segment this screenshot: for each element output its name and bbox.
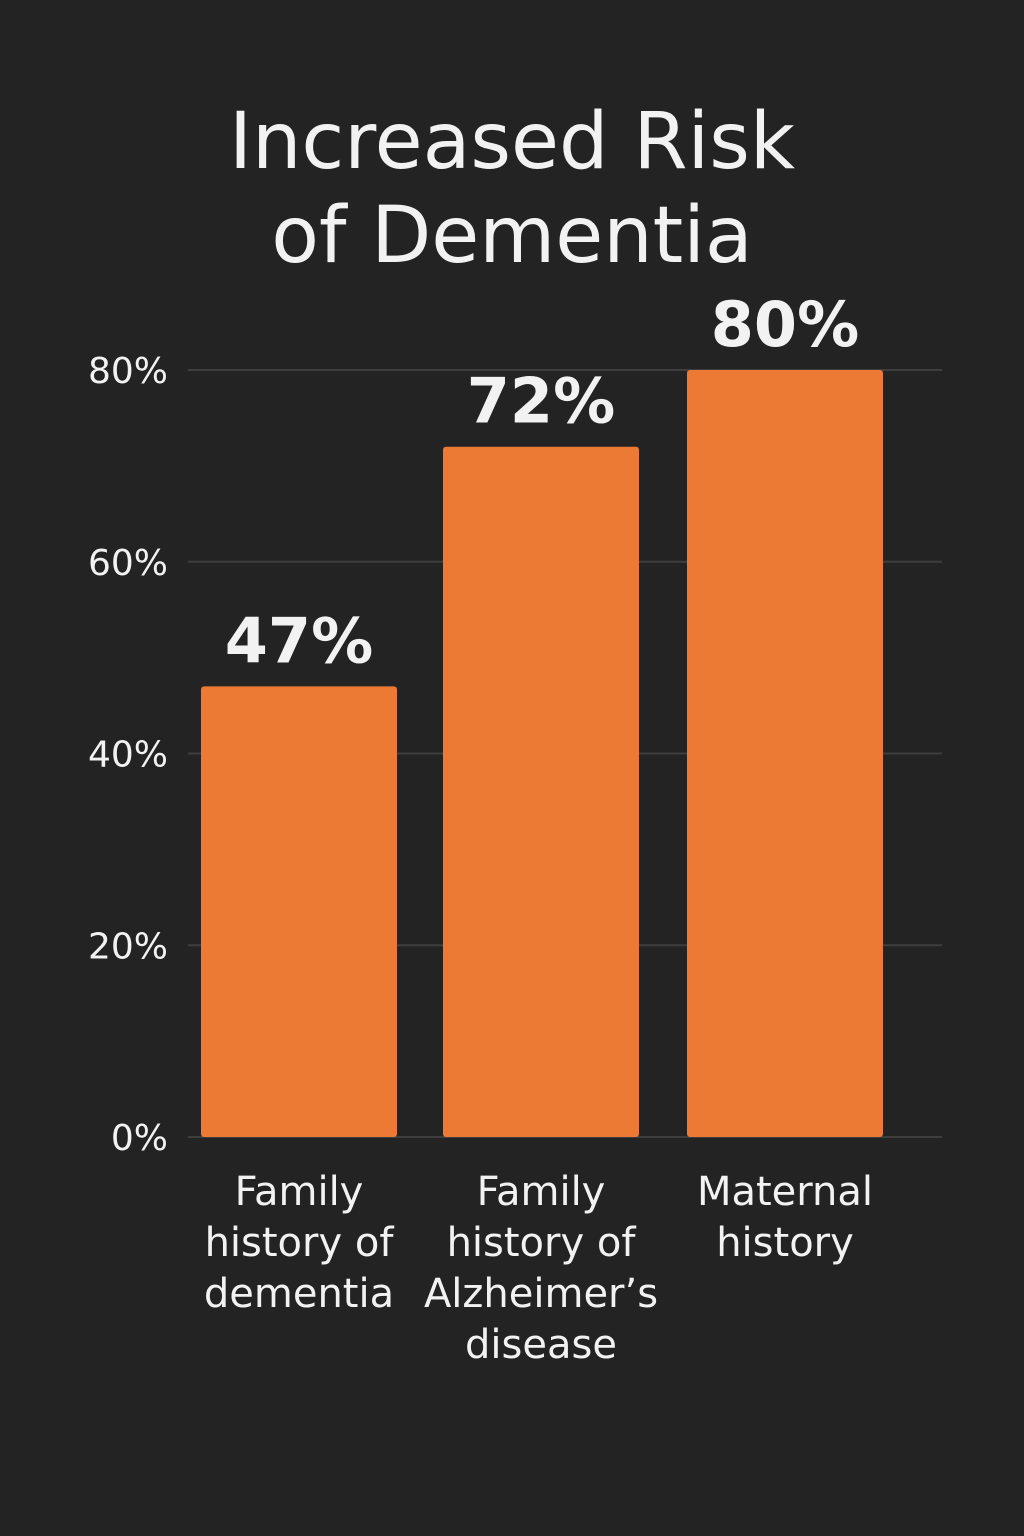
category-label-line: history [716, 1220, 854, 1266]
bar-value-label: 47% [225, 604, 373, 677]
y-tick-label: 0% [111, 1118, 168, 1159]
bar-value-label: 72% [467, 365, 615, 438]
category-label: Maternal history [697, 1169, 873, 1266]
category-label: Family history of dementia [204, 1169, 394, 1317]
bar [443, 446, 639, 1137]
y-tick-label: 40% [88, 735, 168, 776]
bar-value-label: 80% [711, 288, 859, 361]
category-label-line: disease [465, 1322, 617, 1368]
category-label-line: Maternal [697, 1169, 873, 1215]
category-label-line: history of [447, 1220, 637, 1266]
category-label-line: Family [477, 1169, 606, 1215]
value-labels: 47% 72% 80% [225, 288, 859, 677]
category-label-line: dementia [204, 1271, 394, 1317]
y-tick-label: 80% [88, 351, 168, 392]
category-label-line: Family [235, 1169, 364, 1215]
bar [201, 686, 397, 1137]
category-label: Family history of Alzheimer’s disease [424, 1169, 658, 1368]
bars [201, 370, 883, 1137]
chart-title-line-1: Increased Risk [228, 97, 796, 187]
chart-title-line-2: of Dementia [271, 191, 753, 281]
category-label-line: Alzheimer’s [424, 1271, 658, 1317]
y-axis-tick-labels: 0% 20% 40% 60% 80% [88, 351, 168, 1159]
bar [687, 370, 883, 1137]
y-tick-label: 20% [88, 926, 168, 967]
category-labels: Family history of dementia Family history of… [204, 1169, 873, 1368]
y-tick-label: 60% [88, 543, 168, 584]
category-label-line: history of [205, 1220, 395, 1266]
chart-title: Increased Risk of Dementia [0, 95, 1024, 283]
